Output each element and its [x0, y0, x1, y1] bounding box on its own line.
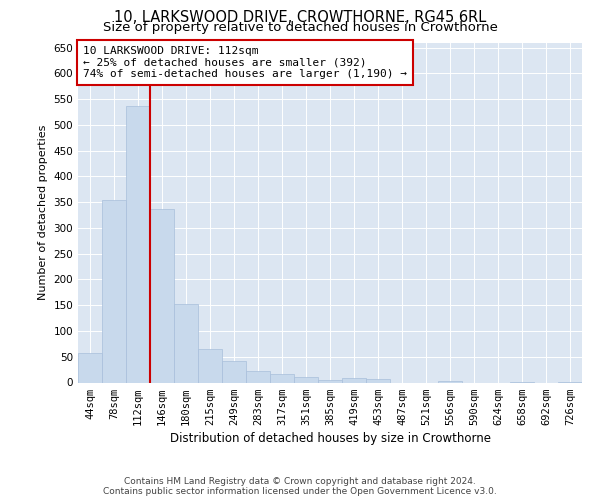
Bar	[342, 378, 366, 382]
Bar	[366, 379, 390, 382]
Bar	[246, 370, 270, 382]
Text: 10, LARKSWOOD DRIVE, CROWTHORNE, RG45 6RL: 10, LARKSWOOD DRIVE, CROWTHORNE, RG45 6R…	[114, 10, 486, 26]
Text: Contains HM Land Registry data © Crown copyright and database right 2024.
Contai: Contains HM Land Registry data © Crown c…	[103, 476, 497, 496]
Bar	[78, 353, 102, 382]
Text: Size of property relative to detached houses in Crowthorne: Size of property relative to detached ho…	[103, 22, 497, 35]
Bar	[126, 106, 150, 382]
Bar	[102, 200, 126, 382]
Bar	[150, 209, 174, 382]
Bar	[318, 380, 342, 382]
Bar	[198, 349, 222, 382]
Bar	[174, 304, 198, 382]
Text: 10 LARKSWOOD DRIVE: 112sqm
← 25% of detached houses are smaller (392)
74% of sem: 10 LARKSWOOD DRIVE: 112sqm ← 25% of deta…	[83, 46, 407, 79]
Y-axis label: Number of detached properties: Number of detached properties	[38, 125, 48, 300]
X-axis label: Distribution of detached houses by size in Crowthorne: Distribution of detached houses by size …	[170, 432, 491, 445]
Bar	[294, 378, 318, 382]
Bar	[438, 381, 462, 382]
Bar	[222, 362, 246, 382]
Bar	[270, 374, 294, 382]
